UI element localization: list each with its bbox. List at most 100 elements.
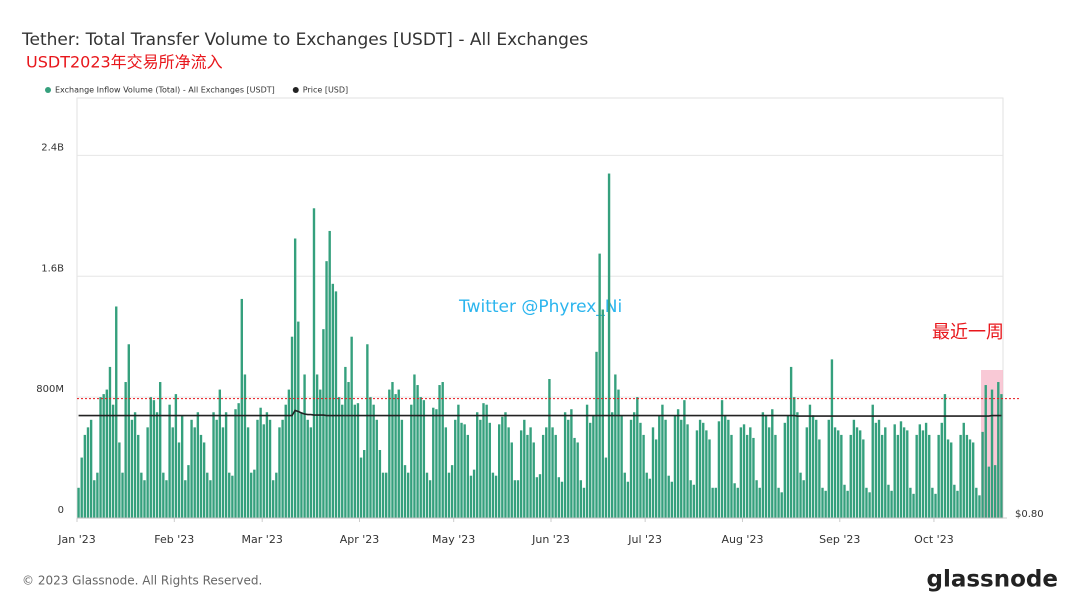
x-tick-label: Feb '23 — [154, 533, 194, 546]
bar — [551, 427, 554, 518]
bar — [366, 344, 369, 518]
bar — [165, 480, 168, 518]
bar — [830, 359, 834, 518]
bar — [212, 412, 215, 518]
bar — [381, 472, 385, 518]
y2-tick-label: $0.80 — [1015, 509, 1044, 520]
bar — [604, 457, 608, 518]
bar — [893, 424, 896, 518]
bar — [425, 472, 429, 518]
bar — [397, 389, 400, 518]
bar — [880, 434, 884, 518]
bar — [83, 434, 87, 518]
bar — [224, 412, 228, 518]
bar — [384, 472, 388, 518]
bar — [595, 351, 598, 518]
bar — [821, 487, 824, 518]
bar — [545, 427, 548, 518]
x-tick-label: Oct '23 — [914, 533, 954, 546]
bar — [695, 430, 699, 518]
bar — [89, 419, 93, 518]
bar — [231, 475, 234, 518]
bar — [921, 430, 925, 518]
bar — [466, 434, 469, 518]
bar — [111, 404, 115, 518]
bar — [987, 466, 991, 518]
bar — [403, 465, 407, 518]
bar — [369, 397, 372, 518]
bar — [482, 403, 485, 518]
bar — [177, 442, 181, 518]
bar — [209, 480, 212, 518]
bar — [275, 472, 278, 518]
bar — [297, 321, 300, 518]
bar — [858, 430, 862, 518]
bar — [240, 298, 243, 518]
bar — [793, 397, 796, 518]
bar — [736, 487, 739, 518]
bar — [918, 424, 922, 518]
bar — [215, 419, 218, 518]
bar — [598, 253, 601, 518]
bar — [199, 434, 203, 518]
bar — [137, 434, 140, 518]
bar — [567, 419, 570, 518]
bar — [909, 487, 912, 518]
bar — [755, 480, 758, 518]
bar — [93, 480, 96, 518]
bar — [730, 434, 733, 518]
bar — [896, 434, 900, 518]
bar — [268, 419, 272, 518]
x-tick-label: Sep '23 — [819, 533, 860, 546]
bar — [246, 427, 250, 518]
bar — [956, 490, 959, 518]
bar — [846, 490, 849, 518]
bar — [824, 490, 827, 518]
y-tick-label: 0 — [58, 505, 64, 516]
bar — [363, 450, 366, 518]
bar — [187, 465, 190, 518]
bar — [874, 422, 878, 518]
bar — [902, 427, 906, 518]
bar — [767, 427, 771, 518]
bar — [319, 389, 322, 518]
legend-swatch — [292, 87, 299, 93]
bar — [632, 412, 636, 518]
bar — [441, 382, 444, 518]
bar — [890, 490, 893, 518]
bar — [934, 493, 937, 518]
y-tick-label: 1.6B — [41, 263, 64, 274]
bar — [510, 442, 513, 518]
bar — [228, 472, 231, 518]
bar — [570, 409, 573, 518]
bar — [375, 419, 378, 518]
bar — [614, 374, 617, 518]
bar — [811, 415, 815, 518]
bar — [133, 412, 137, 518]
bar — [312, 208, 316, 518]
bar — [190, 419, 193, 518]
x-tick-label: May '23 — [432, 533, 475, 546]
bar — [661, 404, 664, 518]
bar — [300, 412, 303, 518]
x-tick-label: Jul '23 — [627, 533, 662, 546]
bar — [771, 409, 774, 518]
bar — [849, 434, 852, 518]
bar — [915, 434, 918, 518]
bar — [714, 487, 717, 518]
bar — [654, 439, 658, 518]
bar — [742, 424, 746, 518]
bar — [557, 477, 561, 518]
bar — [959, 434, 962, 518]
bar — [469, 475, 473, 518]
bar — [717, 421, 721, 518]
bar — [802, 480, 805, 518]
bar — [943, 394, 947, 518]
bar — [617, 389, 620, 518]
bar — [337, 397, 341, 518]
bar — [1000, 394, 1003, 518]
bar — [174, 394, 178, 518]
bar — [315, 374, 319, 518]
bar — [667, 475, 670, 518]
